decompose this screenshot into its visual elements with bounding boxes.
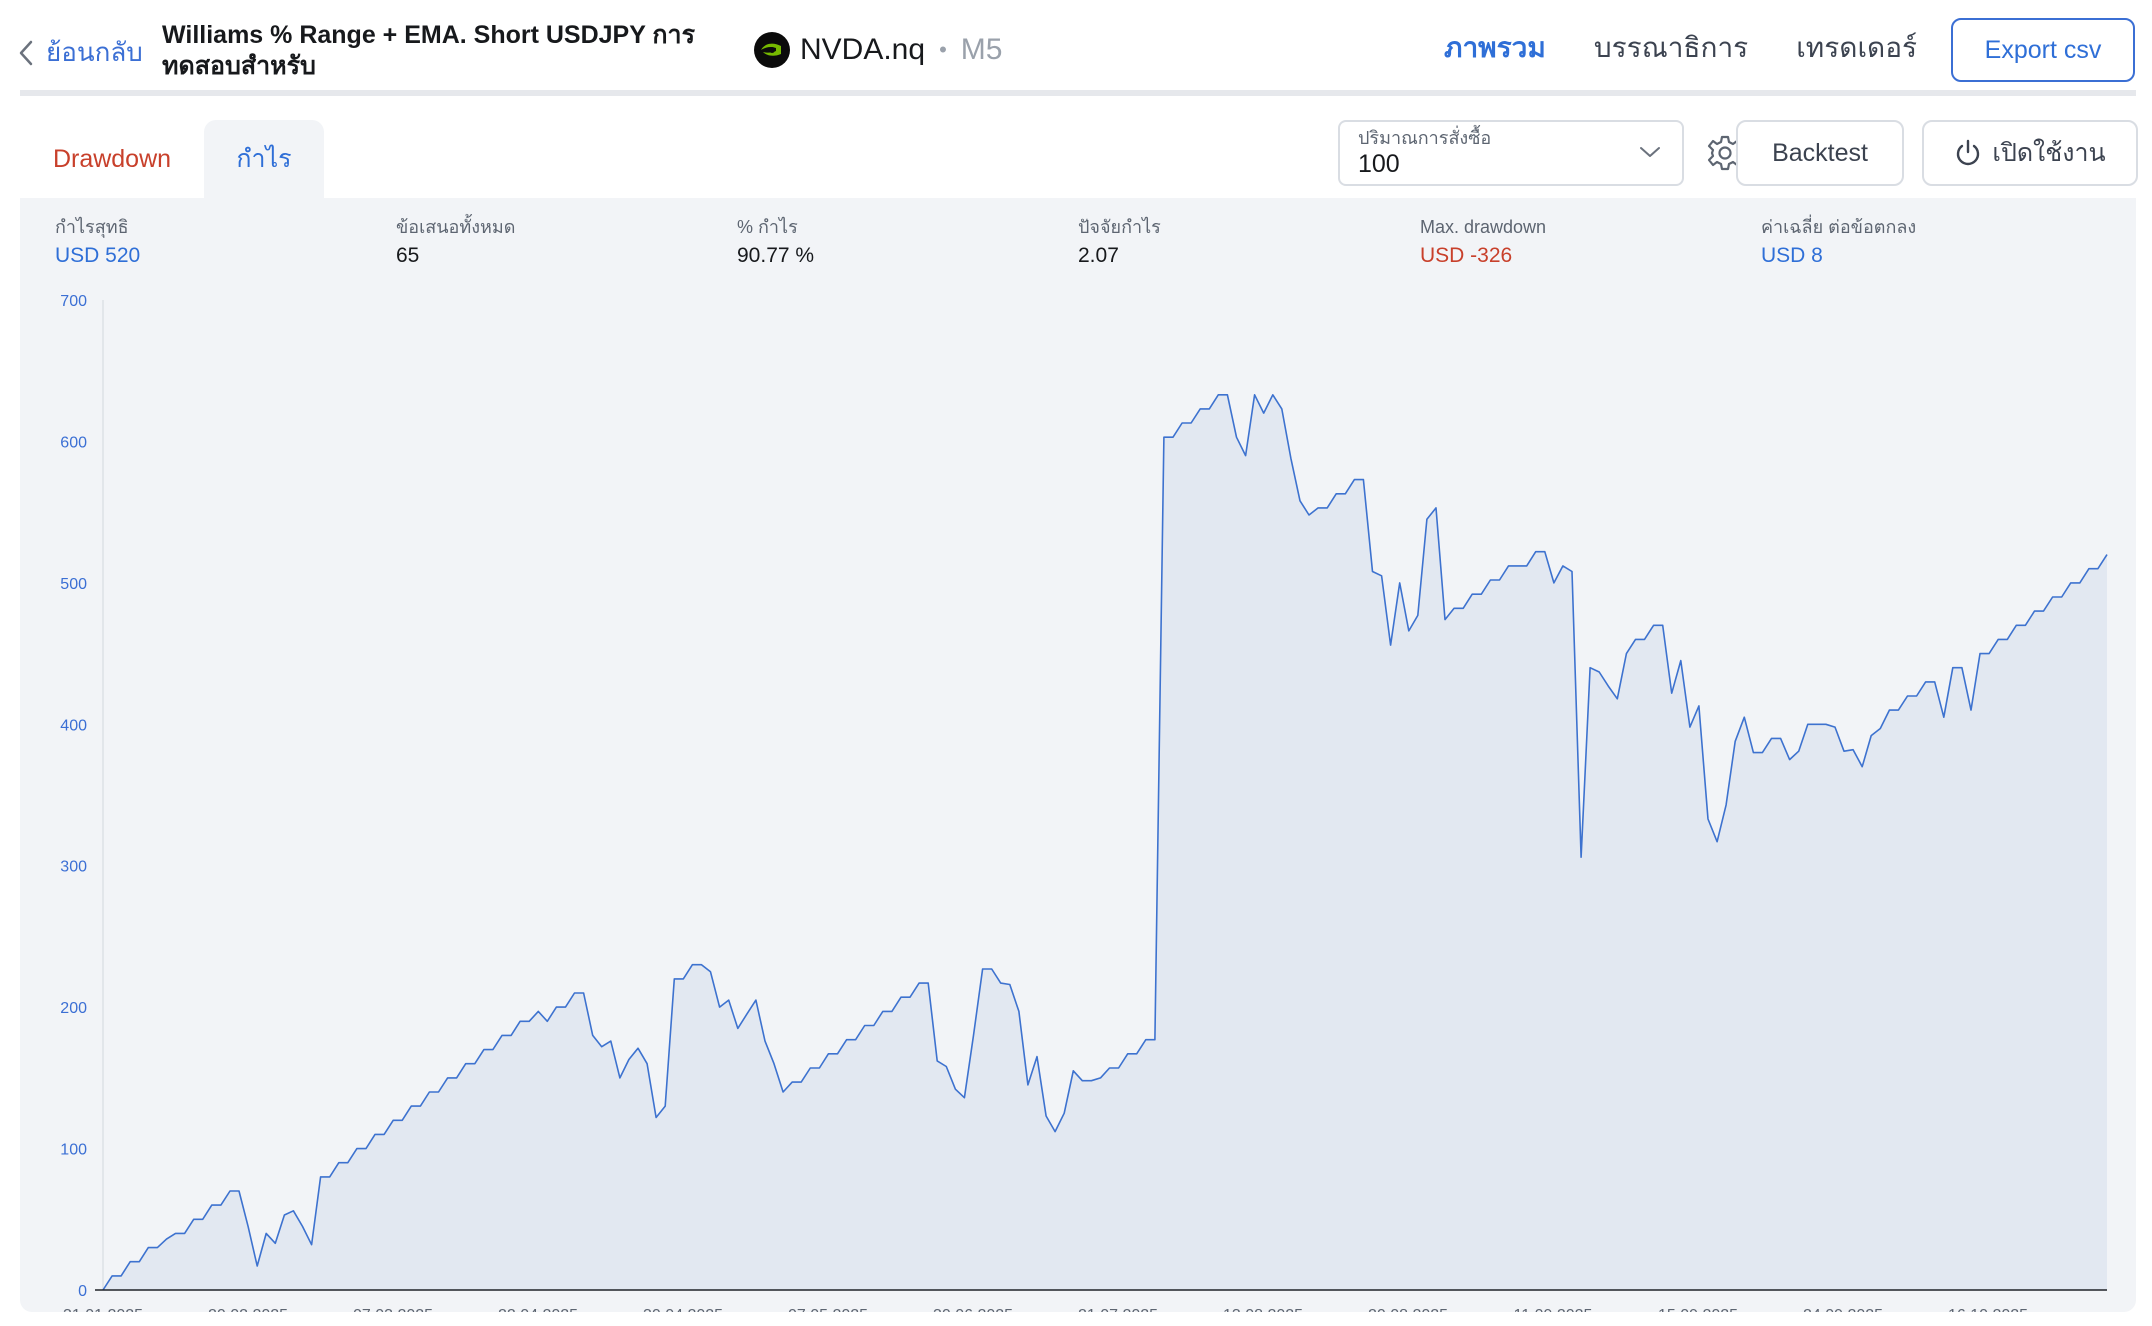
x-tick-label: 13.08.2025 — [1223, 1307, 1303, 1312]
stats-row: กำไรสุทธิ USD 520 ข้อเสนอทั้งหมด 65 % กำ… — [20, 214, 2136, 274]
x-tick-label: 20.02.2025 — [208, 1307, 288, 1312]
chart-toolbar: Drawdown กำไร ปริมาณการสั่งซื้อ 100 Back… — [20, 120, 2138, 198]
x-tick-label: 21.07.2025 — [1078, 1307, 1158, 1312]
main-nav: ภาพรวม บรรณาธิการ เทรดเดอร์ — [1420, 0, 1941, 96]
back-button[interactable]: ย้อนกลับ — [18, 32, 143, 73]
y-tick-label: 600 — [60, 434, 87, 451]
x-tick-label: 30.04.2025 — [643, 1307, 723, 1312]
stat-value: USD 520 — [55, 244, 141, 267]
order-volume-select[interactable]: ปริมาณการสั่งซื้อ 100 — [1338, 120, 1684, 186]
stat-value: USD -326 — [1420, 244, 1513, 267]
x-tick-label: 07.05.2025 — [788, 1307, 868, 1312]
x-tick-label: 15.09.2025 — [1658, 1307, 1738, 1312]
stat-value: USD 8 — [1761, 244, 1823, 267]
export-csv-button[interactable]: Export csv — [1951, 18, 2135, 82]
stat-total-trades: ข้อเสนอทั้งหมด 65 — [396, 214, 716, 272]
stat-net-profit: กำไรสุทธิ USD 520 — [55, 214, 375, 272]
symbol-name: NVDA.nq — [800, 33, 926, 66]
x-tick-label: 30.06.2025 — [933, 1307, 1013, 1312]
x-tick-label: 31.01.2025 — [63, 1307, 143, 1312]
tab-overview[interactable]: ภาพรวม — [1420, 0, 1570, 96]
stat-avg-per-trade: ค่าเฉลี่ย ต่อข้อตกลง USD 8 — [1761, 214, 2081, 272]
y-tick-label: 200 — [60, 1000, 87, 1017]
stat-label: Max. drawdown — [1420, 217, 1547, 237]
strategy-title: Williams % Range + EMA. Short USDJPY การ… — [162, 21, 696, 80]
order-volume-value: 100 — [1358, 150, 1400, 178]
tab-profit[interactable]: กำไร — [204, 120, 324, 198]
nvidia-logo-icon — [754, 32, 790, 68]
chevron-left-icon — [19, 40, 33, 65]
profit-panel: กำไรสุทธิ USD 520 ข้อเสนอทั้งหมด 65 % กำ… — [20, 198, 2136, 1312]
x-tick-label: 22.04.2025 — [498, 1307, 578, 1312]
timeframe-label: M5 — [960, 33, 1003, 66]
backtest-label: Backtest — [1772, 138, 1868, 167]
x-tick-label: 11.09.2025 — [1514, 1307, 1593, 1312]
tab-drawdown[interactable]: Drawdown — [52, 144, 172, 173]
tab-editor[interactable]: บรรณาธิการ — [1593, 32, 1749, 63]
top-header: ย้อนกลับ Williams % Range + EMA. Short U… — [0, 0, 2152, 96]
order-volume-label: ปริมาณการสั่งซื้อ — [1358, 128, 1492, 148]
separator-dot: • — [939, 37, 947, 62]
backtest-button[interactable]: Backtest — [1736, 120, 1904, 186]
y-tick-label: 700 — [60, 293, 87, 310]
profit-area — [103, 394, 2107, 1290]
y-tick-label: 400 — [60, 717, 87, 734]
stat-label: ปัจจัยกำไร — [1078, 217, 1161, 237]
symbol-info: NVDA.nq • M5 — [754, 32, 1002, 68]
profit-chart: 0 100 200 300 400 500 600 700 31.01.2025 20.02.20… — [60, 293, 2108, 1312]
x-tick-label: 24.09.2025 — [1803, 1307, 1883, 1312]
stat-value: 65 — [396, 244, 420, 267]
x-tick-label: 16.10.2025 — [1948, 1307, 2028, 1312]
stat-label: ข้อเสนอทั้งหมด — [396, 217, 516, 237]
enable-button[interactable]: เปิดใช้งาน — [1922, 120, 2138, 186]
stat-label: ค่าเฉลี่ย ต่อข้อตกลง — [1761, 217, 1917, 237]
stat-value: 2.07 — [1078, 244, 1119, 267]
y-tick-label: 500 — [60, 576, 87, 593]
x-tick-label: 20.08.2025 — [1368, 1307, 1448, 1312]
back-label: ย้อนกลับ — [46, 37, 143, 67]
y-tick-label: 100 — [60, 1142, 87, 1159]
stat-profit-percent: % กำไร 90.77 % — [737, 214, 1057, 272]
stat-max-drawdown: Max. drawdown USD -326 — [1420, 214, 1740, 272]
tab-traders[interactable]: เทรดเดอร์ — [1796, 32, 1918, 63]
x-tick-label: 07.03.2025 — [353, 1307, 433, 1312]
header-divider — [20, 90, 2136, 96]
enable-label: เปิดใช้งาน — [1992, 139, 2106, 167]
y-tick-label: 300 — [60, 859, 87, 876]
stat-profit-factor: ปัจจัยกำไร 2.07 — [1078, 214, 1398, 272]
stat-value: 90.77 % — [737, 244, 815, 267]
profit-line — [102, 394, 2108, 1291]
chevron-down-icon — [1640, 147, 1660, 157]
stat-label: % กำไร — [737, 217, 798, 237]
stat-label: กำไรสุทธิ — [55, 217, 129, 237]
y-tick-label: 0 — [78, 1283, 87, 1300]
power-icon — [1957, 139, 1980, 166]
